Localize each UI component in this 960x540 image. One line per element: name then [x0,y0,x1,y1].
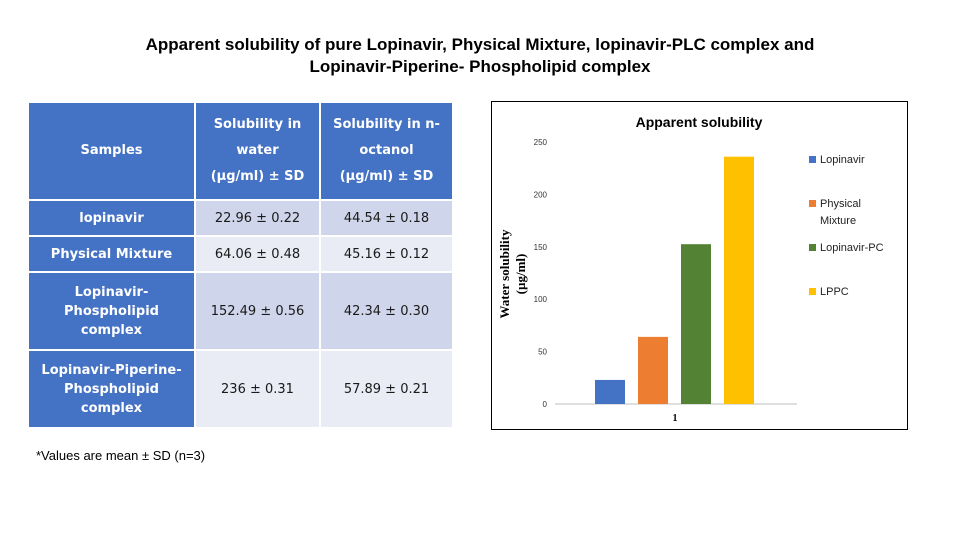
header-samples: Samples [27,101,196,201]
y-tick-label: 150 [534,243,548,252]
row-sample-line2: Phospholipid complex [64,303,159,338]
row-sample-name: Physical Mixture [27,235,196,273]
table-row: Physical Mixture 64.06 ± 0.48 45.16 ± 0.… [27,235,454,273]
row-sample-line1: Lopinavir- [74,284,149,300]
header-water-line3: (µg/ml) ± SD [210,169,305,184]
legend-label: Physical [820,198,861,210]
table-row: lopinavir 22.96 ± 0.22 44.54 ± 0.18 [27,199,454,237]
x-category-label: 1 [673,413,678,424]
solubility-table: Samples Solubility in water (µg/ml) ± SD… [27,101,454,429]
y-axis-ticks: 0 50 100 150 200 250 [534,138,548,409]
header-octanol: Solubility in n- octanol (µg/ml) ± SD [319,101,454,201]
table-row: Lopinavir- Phospholipid complex 152.49 ±… [27,271,454,351]
row-sample-line2: Phospholipid complex [64,381,159,416]
y-tick-label: 100 [534,295,548,304]
y-axis-label-line2: (µg/ml) [513,254,528,295]
chart-frame: Apparent solubility 0 50 100 150 200 250 1 Wa… [491,101,908,430]
cell-water: 152.49 ± 0.56 [194,271,321,351]
bars-group [595,156,754,404]
y-tick-label: 200 [534,190,548,199]
legend-swatch [809,288,816,295]
cell-water: 64.06 ± 0.48 [194,235,321,273]
cell-water: 22.96 ± 0.22 [194,199,321,237]
header-water: Solubility in water (µg/ml) ± SD [194,101,321,201]
cell-octanol: 57.89 ± 0.21 [319,349,454,429]
header-water-line1: Solubility in [213,117,302,132]
row-sample-line1: Physical Mixture [50,246,173,262]
table-row: Lopinavir-Piperine- Phospholipid complex… [27,349,454,429]
header-octanol-line3: (µg/ml) ± SD [339,169,434,184]
y-tick-label: 0 [543,400,548,409]
bar-lopinavir-pc [681,244,711,404]
header-samples-label: Samples [80,143,143,158]
cell-octanol: 45.16 ± 0.12 [319,235,454,273]
bar-physical-mixture [638,336,668,404]
legend-swatch [809,244,816,251]
legend-swatch [809,200,816,207]
legend-label: LPPC [820,286,849,298]
row-sample-name: lopinavir [27,199,196,237]
solubility-chart: Apparent solubility 0 50 100 150 200 250 1 Wa… [497,114,884,424]
slide-title-line1: Apparent solubility of pure Lopinavir, P… [145,35,815,54]
header-octanol-line2: octanol [359,143,414,158]
bar-lppc [724,156,754,404]
row-sample-line1: Lopinavir-Piperine- [41,362,182,378]
row-sample-line1: lopinavir [79,210,144,226]
legend-label: Lopinavir-PC [820,242,884,254]
legend-label: Lopinavir [820,154,865,166]
legend-swatch [809,156,816,163]
header-water-line2: water [236,143,279,158]
chart-title: Apparent solubility [636,114,763,130]
header-octanol-line1: Solubility in n- [333,117,440,132]
cell-octanol: 44.54 ± 0.18 [319,199,454,237]
table-footnote: *Values are mean ± SD (n=3) [36,448,206,463]
cell-water: 236 ± 0.31 [194,349,321,429]
slide-title-line2: Lopinavir-Piperine- Phospholipid complex [309,57,651,76]
cell-octanol: 42.34 ± 0.30 [319,271,454,351]
table-header-row: Samples Solubility in water (µg/ml) ± SD… [27,101,454,201]
y-tick-label: 250 [534,138,548,147]
legend-label-line2: Mixture [820,215,856,227]
y-tick-label: 50 [538,348,547,357]
slide-title: Apparent solubility of pure Lopinavir, P… [60,34,900,78]
y-axis-label-line1: Water solubility [497,229,512,318]
row-sample-name: Lopinavir-Piperine- Phospholipid complex [27,349,196,429]
row-sample-name: Lopinavir- Phospholipid complex [27,271,196,351]
bar-lopinavir [595,379,625,404]
chart-legend: Lopinavir Physical Mixture Lopinavir-PC LPPC [809,154,884,298]
